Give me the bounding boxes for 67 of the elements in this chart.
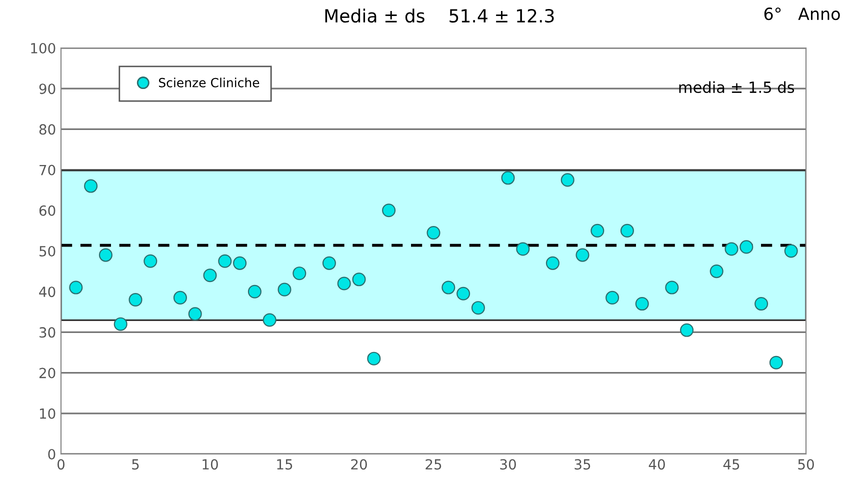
point	[665, 280, 679, 294]
point	[248, 284, 262, 298]
x-tick-label: 45	[723, 459, 740, 470]
point	[144, 254, 158, 268]
point	[560, 173, 574, 187]
point	[262, 313, 276, 327]
point	[576, 248, 590, 262]
point	[724, 242, 738, 256]
point	[471, 301, 485, 315]
point	[606, 290, 620, 304]
point	[590, 224, 604, 238]
point	[620, 224, 634, 238]
x-tick-label: 25	[426, 459, 442, 470]
point	[114, 317, 128, 331]
point	[322, 256, 336, 270]
y-tick-label: 50	[40, 246, 56, 256]
x-tick-label: 35	[574, 459, 590, 470]
point	[188, 307, 202, 321]
point	[218, 254, 232, 268]
point	[128, 292, 142, 306]
x-tick-label: 40	[648, 459, 665, 470]
point	[292, 266, 306, 280]
y-tick-label: 20	[39, 368, 56, 378]
point	[680, 323, 694, 337]
x-tick-label: 10	[202, 459, 218, 470]
y-tick-label: 30	[40, 327, 56, 338]
point	[516, 242, 530, 256]
x-tick-label: 30	[500, 459, 516, 470]
point	[456, 286, 470, 300]
point	[98, 248, 112, 262]
point	[173, 290, 187, 304]
chart-title: Media ± ds 51.4 ± 12.3	[325, 8, 554, 23]
chart-subtitle: 6° Anno	[764, 8, 840, 20]
point	[442, 280, 456, 294]
annotation: media ± 1.5 ds	[679, 81, 794, 94]
point	[426, 226, 440, 240]
point	[754, 297, 768, 311]
point	[784, 244, 798, 258]
y-tick-label: 90	[39, 84, 56, 94]
y-tick-label: 60	[39, 205, 56, 216]
x-tick-label: 50	[798, 459, 814, 470]
point	[546, 256, 560, 270]
point	[84, 179, 98, 193]
y-tick-label: 70	[40, 164, 56, 176]
point	[337, 276, 351, 290]
point	[740, 240, 754, 254]
legend-label: Scienze Cliniche	[158, 78, 260, 88]
point	[69, 280, 83, 294]
point	[382, 204, 396, 218]
point	[352, 272, 366, 286]
point	[635, 297, 649, 311]
y-tick-label: 10	[40, 408, 56, 419]
point	[769, 356, 783, 370]
point	[710, 264, 724, 278]
y-tick-label: 0	[48, 448, 56, 460]
x-tick-label: 5	[132, 459, 139, 470]
point	[203, 268, 217, 282]
point	[278, 282, 292, 296]
point	[233, 256, 247, 270]
y-tick-label: 100	[31, 42, 56, 54]
point	[501, 171, 515, 185]
x-tick-label: 20	[351, 459, 367, 470]
point	[367, 352, 381, 366]
x-tick-label: 0	[57, 459, 64, 470]
y-tick-label: 80	[39, 124, 56, 135]
x-tick-label: 15	[277, 459, 292, 470]
y-tick-label: 40	[39, 286, 56, 298]
